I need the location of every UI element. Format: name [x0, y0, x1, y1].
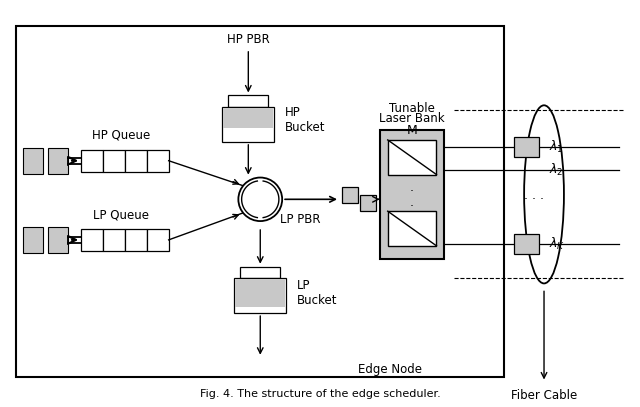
Bar [48, 227, 68, 253]
Bar [17, 26, 504, 377]
Bar [380, 130, 444, 259]
Bar [234, 278, 286, 313]
Bar [223, 107, 274, 142]
Bar [125, 229, 147, 251]
Text: Fig. 4. The structure of the edge scheduler.: Fig. 4. The structure of the edge schedu… [200, 389, 440, 399]
Bar [147, 150, 169, 172]
Bar [103, 229, 125, 251]
Bar [514, 234, 539, 254]
Text: HP
Bucket: HP Bucket [285, 106, 326, 134]
Bar [23, 148, 44, 173]
Bar [342, 188, 358, 203]
Bar [81, 150, 103, 172]
Bar [514, 137, 539, 157]
Text: HP Queue: HP Queue [92, 129, 150, 142]
Text: LP
Bucket: LP Bucket [297, 279, 337, 307]
Text: Fiber Cable: Fiber Cable [511, 389, 577, 402]
Bar [103, 150, 125, 172]
Text: HP PBR: HP PBR [227, 33, 269, 46]
Text: M: M [407, 124, 417, 137]
Bar [241, 267, 280, 278]
Text: $\lambda_K$: $\lambda_K$ [549, 236, 565, 252]
Text: · · ·: · · · [524, 193, 544, 206]
Text: LP PBR: LP PBR [280, 212, 321, 225]
Bar [147, 229, 169, 251]
Text: $\lambda_1$: $\lambda_1$ [549, 139, 564, 155]
Text: ·
·
·: · · · [410, 170, 414, 213]
Text: LP Queue: LP Queue [93, 208, 149, 221]
Bar [388, 140, 436, 175]
Bar [48, 148, 68, 173]
Bar [388, 211, 436, 246]
Bar [23, 227, 44, 253]
Bar [223, 108, 273, 128]
Bar [125, 150, 147, 172]
Bar [228, 95, 268, 107]
Text: Laser Bank: Laser Bank [380, 112, 445, 125]
Text: Edge Node: Edge Node [358, 363, 422, 376]
Bar [360, 195, 376, 211]
Bar [236, 280, 285, 307]
Text: $\lambda_2$: $\lambda_2$ [549, 162, 564, 178]
Text: Tunable: Tunable [389, 102, 435, 115]
Bar [81, 229, 103, 251]
